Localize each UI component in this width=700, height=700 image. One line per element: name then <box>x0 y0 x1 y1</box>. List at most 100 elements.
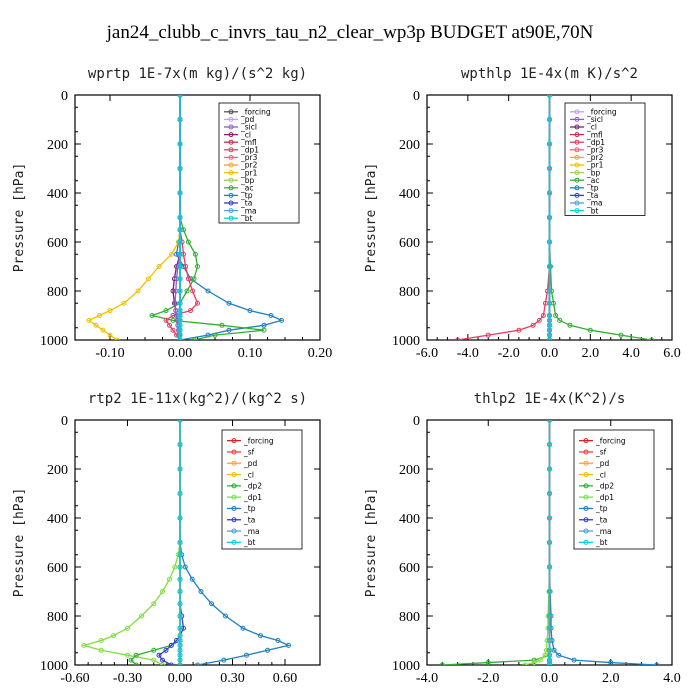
legend-marker <box>231 438 237 444</box>
x-tick-label: -2.0 <box>477 671 499 686</box>
y-tick-label: 1000 <box>40 334 68 349</box>
y-tick-label: 800 <box>47 285 68 300</box>
legend-label: _forcing <box>243 436 274 445</box>
data-point-ac <box>149 313 155 318</box>
series-group <box>439 420 660 665</box>
data-point-bt <box>547 540 552 545</box>
series-line-dp1 <box>81 420 181 665</box>
data-point-bt <box>177 652 183 658</box>
data-point-tp <box>268 313 274 318</box>
legend-label: _bt <box>243 538 256 547</box>
data-point-bt <box>177 239 183 245</box>
legend-marker <box>574 170 580 176</box>
data-point-dp1 <box>522 662 528 665</box>
data-point-pr1 <box>107 332 113 338</box>
panel-title: wpthlp 1E-4x(m K)/s^2 <box>461 66 638 82</box>
data-point-bt <box>547 166 552 171</box>
legend-label: _ma <box>595 527 612 536</box>
data-point-bt <box>177 190 183 196</box>
legend-marker <box>583 438 589 444</box>
data-point-bt <box>177 264 183 269</box>
data-point-bt <box>547 239 552 245</box>
series-group <box>455 95 655 340</box>
data-point-pr1 <box>169 251 175 257</box>
data-point-dp1 <box>531 660 537 665</box>
data-point-bt <box>177 442 183 447</box>
x-tick-label: -4.0 <box>416 671 438 686</box>
data-point-bt <box>177 633 183 639</box>
data-point-tp <box>551 647 557 653</box>
panel-title: rtp2 1E-11x(kg^2)/(kg^2 s) <box>88 391 307 407</box>
data-point-bt <box>547 332 552 338</box>
x-tick-label: -0.30 <box>113 671 142 686</box>
data-point-bt <box>177 491 183 496</box>
legend-marker <box>231 505 237 511</box>
data-point-tp <box>571 657 577 663</box>
data-point-dp1 <box>151 601 157 607</box>
data-point-tp <box>608 660 614 665</box>
data-point-bt <box>177 564 183 570</box>
legend-marker <box>583 494 589 500</box>
legend-marker <box>583 483 589 489</box>
data-point-tp <box>240 625 246 631</box>
legend-label: _ma <box>240 206 257 215</box>
legend-label: _sf <box>243 448 255 457</box>
data-point-dp1 <box>185 276 191 282</box>
legend-label: _ma <box>243 527 260 536</box>
data-point-bt <box>177 300 183 306</box>
series-group <box>81 420 291 665</box>
chart-panel-2: wpthlp 1E-4x(m K)/s^2 Pressure [hPa] -6.0 -… <box>364 66 681 361</box>
data-point-ta <box>168 662 174 665</box>
legend-marker <box>574 139 580 145</box>
data-point-dp1 <box>540 313 546 318</box>
data-point-tp <box>275 638 281 643</box>
legend-label: _cl <box>240 130 251 139</box>
data-point-dp2 <box>133 652 139 658</box>
data-point-ac <box>212 332 218 338</box>
data-point-bt <box>177 141 183 147</box>
data-point-sicl <box>172 300 178 306</box>
data-point-dp1 <box>151 657 157 663</box>
data-point-dp2 <box>151 647 157 653</box>
x-tick-label: 4.0 <box>663 671 681 686</box>
y-tick-label: 0 <box>413 414 420 429</box>
legend-marker <box>228 215 234 221</box>
legend-marker <box>228 124 234 130</box>
y-tick-label: 400 <box>399 512 420 527</box>
series-line-dp2 <box>442 420 551 665</box>
data-point-tp <box>221 657 227 663</box>
data-point-bt <box>547 317 552 323</box>
data-point-bt <box>547 613 552 619</box>
data-point-bt <box>547 638 552 643</box>
legend-label: _forcing <box>240 108 271 117</box>
data-point-pr1 <box>121 300 127 306</box>
data-point-dp2 <box>133 662 139 665</box>
y-tick-label: 600 <box>399 236 420 251</box>
data-point-bt <box>547 515 552 521</box>
legend-marker <box>574 116 580 122</box>
data-point-bt <box>547 466 552 472</box>
y-tick-label: 1000 <box>392 334 420 349</box>
y-axis-label: Pressure [hPa] <box>12 488 27 598</box>
data-point-ac <box>557 317 563 323</box>
panel-title: wprtp 1E-7x(m kg)/(s^2 kg) <box>88 66 307 82</box>
data-point-dp1 <box>125 625 130 631</box>
data-point-dp1 <box>98 638 104 643</box>
legend-label: _dp2 <box>595 482 614 491</box>
legend-marker <box>574 192 580 198</box>
data-point-dp1 <box>536 317 542 323</box>
data-point-bt <box>177 576 183 582</box>
legend-marker <box>583 528 589 534</box>
y-tick-label: 600 <box>399 561 420 576</box>
legend-marker <box>228 192 234 198</box>
y-tick-label: 0 <box>61 414 68 429</box>
legend-label: _tp <box>595 504 608 513</box>
data-point-ac <box>191 337 197 340</box>
data-point-bt <box>547 190 552 196</box>
data-point-bt <box>547 442 552 447</box>
y-tick-label: 400 <box>399 187 420 202</box>
data-point-bt <box>177 466 183 472</box>
legend-label: _tp <box>240 191 253 200</box>
legend-label: _cl <box>595 470 606 479</box>
data-point-ac <box>185 239 191 245</box>
